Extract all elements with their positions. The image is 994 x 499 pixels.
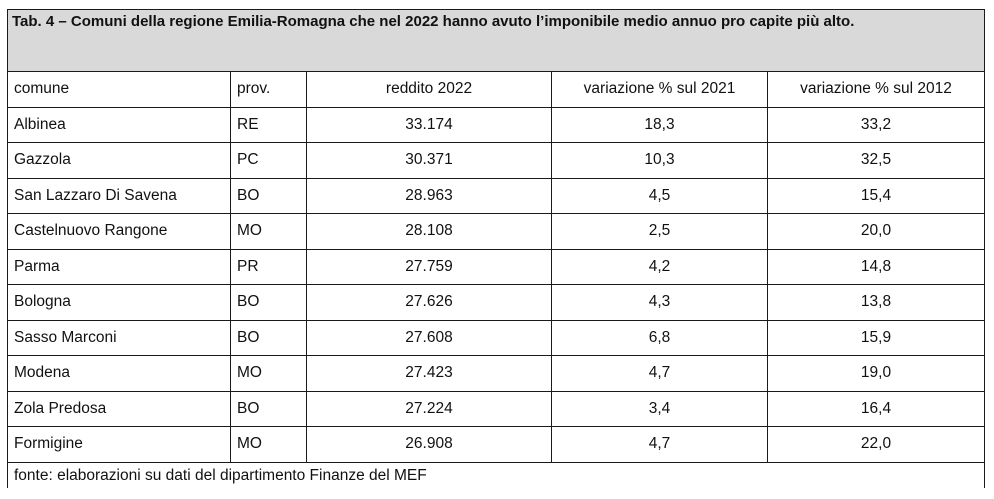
- cell-var-2021: 4,2: [551, 248, 768, 285]
- cell-reddito: 27.608: [306, 319, 552, 356]
- cell-reddito: 27.759: [306, 248, 552, 285]
- table-row: Sasso Marconi BO 27.608 6,8 15,9: [7, 319, 985, 356]
- cell-var-2021: 4,7: [551, 426, 768, 463]
- cell-var-2012: 33,2: [767, 106, 985, 143]
- cell-prov: BO: [230, 390, 307, 427]
- header-comune: comune: [7, 71, 231, 108]
- cell-var-2012: 22,0: [767, 426, 985, 463]
- cell-var-2021: 2,5: [551, 213, 768, 250]
- table-row: Gazzola PC 30.371 10,3 32,5: [7, 142, 985, 179]
- header-var-2021: variazione % sul 2021: [551, 71, 768, 108]
- cell-prov: MO: [230, 355, 307, 392]
- cell-comune: Castelnuovo Rangone: [7, 213, 231, 250]
- cell-var-2021: 10,3: [551, 142, 768, 179]
- title-row: Tab. 4 – Comuni della regione Emilia-Rom…: [7, 9, 985, 72]
- cell-comune: Modena: [7, 355, 231, 392]
- cell-var-2021: 4,7: [551, 355, 768, 392]
- cell-comune: San Lazzaro Di Savena: [7, 177, 231, 214]
- source-note: fonte: elaborazioni su dati del dipartim…: [7, 461, 985, 488]
- header-var-2012: variazione % sul 2012: [767, 71, 985, 108]
- cell-var-2012: 14,8: [767, 248, 985, 285]
- header-row: comune prov. reddito 2022 variazione % s…: [7, 71, 985, 108]
- cell-reddito: 26.908: [306, 426, 552, 463]
- table-row: Formigine MO 26.908 4,7 22,0: [7, 426, 985, 463]
- cell-reddito: 33.174: [306, 106, 552, 143]
- table-title: Tab. 4 – Comuni della regione Emilia-Rom…: [7, 9, 985, 72]
- cell-prov: PC: [230, 142, 307, 179]
- cell-comune: Albinea: [7, 106, 231, 143]
- cell-comune: Sasso Marconi: [7, 319, 231, 356]
- cell-prov: MO: [230, 426, 307, 463]
- cell-var-2012: 13,8: [767, 284, 985, 321]
- cell-var-2012: 19,0: [767, 355, 985, 392]
- header-prov: prov.: [230, 71, 307, 108]
- cell-var-2021: 4,3: [551, 284, 768, 321]
- cell-var-2021: 6,8: [551, 319, 768, 356]
- cell-reddito: 28.963: [306, 177, 552, 214]
- cell-var-2021: 3,4: [551, 390, 768, 427]
- cell-var-2012: 32,5: [767, 142, 985, 179]
- cell-var-2021: 4,5: [551, 177, 768, 214]
- cell-reddito: 27.224: [306, 390, 552, 427]
- table-row: Bologna BO 27.626 4,3 13,8: [7, 284, 985, 321]
- cell-comune: Zola Predosa: [7, 390, 231, 427]
- data-table-container: Tab. 4 – Comuni della regione Emilia-Rom…: [7, 9, 985, 488]
- cell-comune: Bologna: [7, 284, 231, 321]
- cell-prov: PR: [230, 248, 307, 285]
- income-table: Tab. 4 – Comuni della regione Emilia-Rom…: [7, 9, 985, 488]
- table-row: Modena MO 27.423 4,7 19,0: [7, 355, 985, 392]
- table-row: Albinea RE 33.174 18,3 33,2: [7, 106, 985, 143]
- table-row: Zola Predosa BO 27.224 3,4 16,4: [7, 390, 985, 427]
- cell-prov: BO: [230, 284, 307, 321]
- source-row: fonte: elaborazioni su dati del dipartim…: [7, 461, 985, 488]
- cell-reddito: 27.626: [306, 284, 552, 321]
- cell-prov: RE: [230, 106, 307, 143]
- cell-reddito: 27.423: [306, 355, 552, 392]
- cell-comune: Gazzola: [7, 142, 231, 179]
- cell-prov: BO: [230, 177, 307, 214]
- cell-var-2012: 16,4: [767, 390, 985, 427]
- cell-var-2021: 18,3: [551, 106, 768, 143]
- cell-reddito: 30.371: [306, 142, 552, 179]
- cell-comune: Formigine: [7, 426, 231, 463]
- table-row: Parma PR 27.759 4,2 14,8: [7, 248, 985, 285]
- table-row: San Lazzaro Di Savena BO 28.963 4,5 15,4: [7, 177, 985, 214]
- header-reddito: reddito 2022: [306, 71, 552, 108]
- cell-var-2012: 15,9: [767, 319, 985, 356]
- cell-comune: Parma: [7, 248, 231, 285]
- cell-var-2012: 20,0: [767, 213, 985, 250]
- cell-var-2012: 15,4: [767, 177, 985, 214]
- cell-prov: BO: [230, 319, 307, 356]
- table-row: Castelnuovo Rangone MO 28.108 2,5 20,0: [7, 213, 985, 250]
- cell-reddito: 28.108: [306, 213, 552, 250]
- cell-prov: MO: [230, 213, 307, 250]
